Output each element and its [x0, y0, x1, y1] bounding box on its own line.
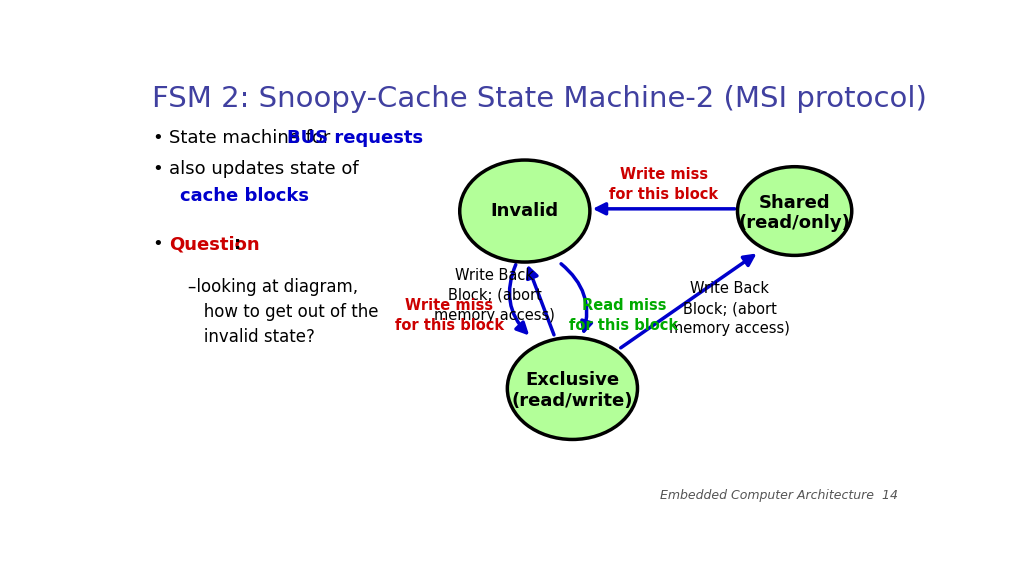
Text: Write Back
Block; (abort
memory access): Write Back Block; (abort memory access) — [434, 268, 555, 323]
Ellipse shape — [507, 338, 638, 439]
Ellipse shape — [737, 166, 852, 255]
Text: also updates state of: also updates state of — [169, 160, 358, 178]
Text: (read/only): (read/only) — [738, 214, 851, 233]
Text: FSM 2: Snoopy-Cache State Machine-2 (MSI protocol): FSM 2: Snoopy-Cache State Machine-2 (MSI… — [152, 85, 927, 113]
Text: Write Back
Block; (abort
memory access): Write Back Block; (abort memory access) — [669, 281, 790, 336]
Text: •: • — [152, 129, 163, 147]
Text: State machine for: State machine for — [169, 129, 337, 147]
Text: Invalid: Invalid — [490, 202, 559, 220]
Text: Read miss
for this block: Read miss for this block — [569, 298, 679, 333]
FancyArrowPatch shape — [597, 204, 734, 214]
Text: –looking at diagram,
   how to get out of the
   invalid state?: –looking at diagram, how to get out of t… — [187, 278, 378, 346]
Text: Write miss
for this block: Write miss for this block — [609, 167, 718, 202]
FancyArrowPatch shape — [510, 264, 526, 333]
FancyArrowPatch shape — [561, 264, 592, 331]
Ellipse shape — [460, 160, 590, 262]
Text: Shared: Shared — [759, 194, 830, 212]
Text: •: • — [152, 236, 163, 253]
Text: :: : — [234, 236, 242, 253]
FancyArrowPatch shape — [527, 268, 554, 335]
Text: Question: Question — [169, 236, 260, 253]
Text: •: • — [152, 160, 163, 178]
Text: Embedded Computer Architecture  14: Embedded Computer Architecture 14 — [659, 488, 898, 502]
Text: Exclusive: Exclusive — [525, 372, 620, 389]
Text: Write miss
for this block: Write miss for this block — [395, 298, 504, 333]
Text: cache blocks: cache blocks — [179, 187, 308, 204]
FancyArrowPatch shape — [621, 256, 754, 348]
Text: BUS requests: BUS requests — [287, 129, 423, 147]
Text: (read/write): (read/write) — [512, 392, 633, 410]
